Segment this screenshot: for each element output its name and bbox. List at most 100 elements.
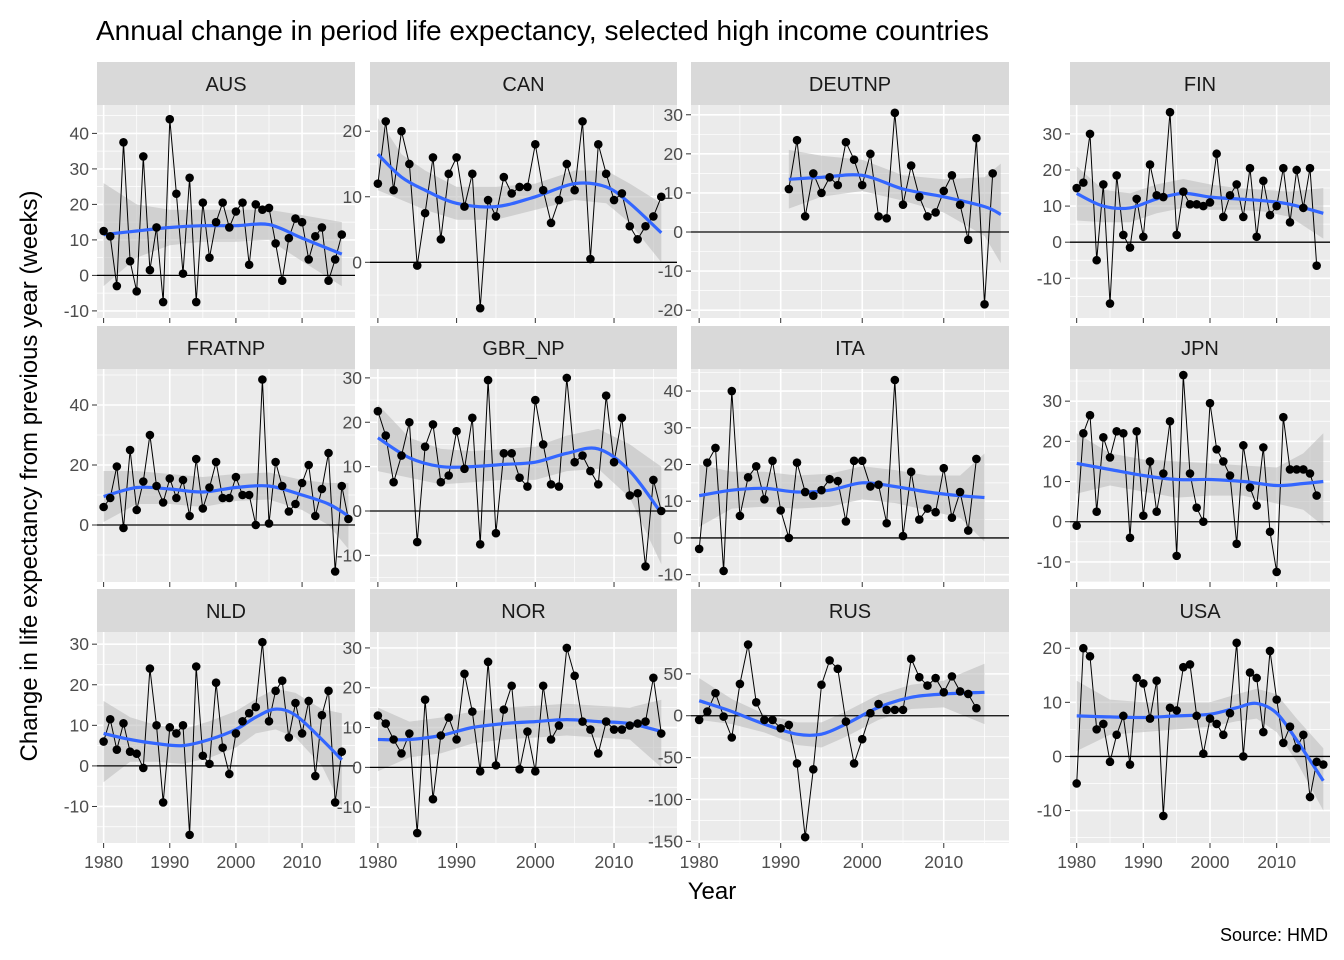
data-point <box>538 185 548 195</box>
facet-panel-fratnp: FRATNP 0 20 40 <box>70 326 355 587</box>
data-point <box>178 721 188 730</box>
x-tick-label: 1990 <box>1124 852 1163 872</box>
data-point <box>784 184 794 194</box>
facet-panel-usa: USA -10 0 10 20 1980 1990 2000 2010 <box>1037 589 1330 872</box>
data-point <box>641 717 650 726</box>
data-point <box>1165 107 1175 117</box>
data-point <box>800 487 810 497</box>
data-point <box>112 745 122 754</box>
y-tick-label: 20 <box>1043 638 1063 658</box>
facet-panel-deutnp: DEUTNP -20 -10 0 10 20 30 <box>658 62 1009 323</box>
x-tick-label: 2000 <box>216 852 255 872</box>
data-point <box>158 498 168 507</box>
facet-strip-label: DEUTNP <box>809 74 891 96</box>
data-point <box>817 485 826 495</box>
data-point <box>743 473 753 482</box>
data-point <box>211 678 221 688</box>
data-point <box>601 169 611 179</box>
data-point <box>656 729 666 738</box>
y-tick-label: 20 <box>70 455 90 475</box>
data-point <box>105 714 115 724</box>
data-point <box>792 458 802 467</box>
facet-strip <box>370 62 677 105</box>
y-tick-label: 0 <box>1052 232 1062 252</box>
data-point <box>1185 660 1195 669</box>
smooth-trend-line <box>698 690 985 737</box>
facet-panel-gbr_np: GBR_NP -10 0 10 20 30 <box>337 326 677 587</box>
data-point <box>304 696 313 706</box>
data-point <box>337 747 347 757</box>
y-tick-label: 0 <box>79 265 89 285</box>
data-point <box>955 687 965 696</box>
data-point <box>809 169 818 178</box>
data-point <box>586 725 595 734</box>
data-point <box>963 526 973 535</box>
facet-panel-fin: FIN -10 0 10 20 30 <box>1037 62 1330 323</box>
data-point <box>915 515 924 524</box>
confidence-band <box>788 149 1001 264</box>
data-point <box>641 562 650 571</box>
data-point <box>198 504 208 513</box>
data-point <box>158 297 168 307</box>
data-point <box>165 723 175 732</box>
data-point <box>452 153 461 162</box>
data-point <box>784 720 794 730</box>
data-point <box>112 462 122 471</box>
data-point <box>800 212 810 221</box>
x-tick-label: 2000 <box>516 852 555 872</box>
data-point <box>251 702 261 712</box>
data-point <box>857 734 867 744</box>
y-tick-label: 30 <box>343 368 363 388</box>
data-point <box>1312 757 1321 767</box>
data-point <box>1285 722 1295 731</box>
data-point <box>444 471 454 480</box>
data-point <box>271 686 280 696</box>
data-point <box>1079 178 1088 187</box>
data-point <box>1132 673 1141 683</box>
data-point <box>874 480 883 489</box>
x-tick-label: 1990 <box>437 852 476 872</box>
data-point <box>452 426 461 436</box>
data-point <box>955 487 965 497</box>
x-tick-label: 1990 <box>150 852 189 872</box>
data-point <box>1099 180 1108 189</box>
x-tick-label: 2000 <box>1191 852 1230 872</box>
data-point <box>1125 760 1135 769</box>
smooth-trend-line <box>788 173 1002 216</box>
data-point <box>915 192 924 202</box>
smooth-trend-line <box>377 436 663 515</box>
data-point <box>225 223 234 232</box>
data-point <box>491 528 501 538</box>
data-point <box>405 729 414 738</box>
y-tick-label: 10 <box>1043 692 1063 712</box>
data-point <box>554 195 564 205</box>
data-point <box>1165 416 1175 426</box>
y-tick-label: -100 <box>648 789 683 809</box>
x-tick-label: 1980 <box>680 852 719 872</box>
data-point <box>317 710 327 720</box>
data-point <box>768 715 777 725</box>
x-tick-label: 1980 <box>1057 852 1096 872</box>
data-point <box>397 451 406 460</box>
data-point <box>874 212 883 221</box>
data-point <box>562 643 572 653</box>
y-tick-label: 30 <box>664 105 684 125</box>
smooth-trend-line <box>103 483 350 518</box>
data-point <box>238 490 247 500</box>
data-point <box>105 232 115 241</box>
data-point <box>205 759 214 769</box>
facet-strip <box>691 62 1009 105</box>
data-point <box>601 717 611 726</box>
data-point <box>1139 232 1148 242</box>
data-point <box>931 673 940 683</box>
data-point <box>1279 412 1288 422</box>
facet-strip-label: USA <box>1179 601 1221 623</box>
data-point <box>1272 201 1281 211</box>
data-point <box>1159 469 1168 478</box>
data-point <box>198 751 208 761</box>
data-point <box>617 189 627 198</box>
data-point <box>185 830 194 840</box>
data-point <box>694 544 704 554</box>
facet-strip <box>691 589 1009 632</box>
data-point <box>460 669 469 679</box>
